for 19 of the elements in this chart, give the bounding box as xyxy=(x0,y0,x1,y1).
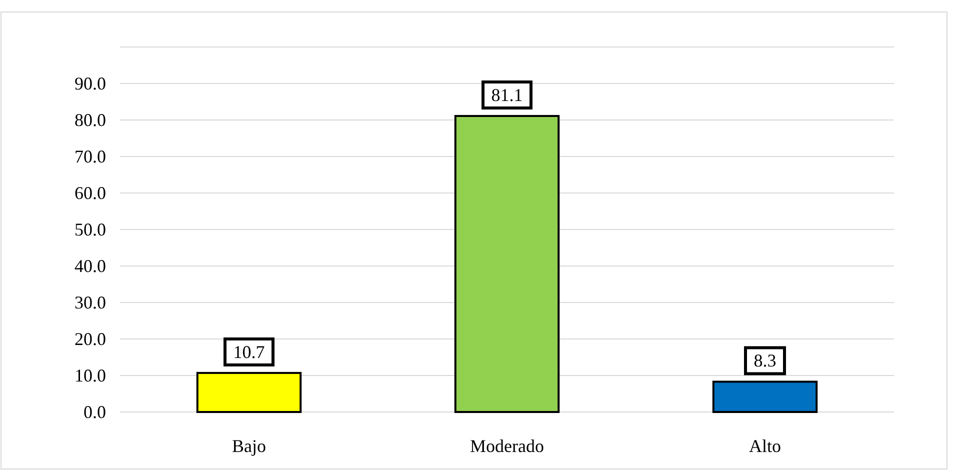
y-tick-label: 0.0 xyxy=(84,402,106,422)
data-label: 81.1 xyxy=(491,84,523,105)
x-tick-label: Moderado xyxy=(470,436,544,456)
y-tick-label: 60.0 xyxy=(74,183,106,203)
y-tick-label: 80.0 xyxy=(74,110,106,130)
y-tick-label: 90.0 xyxy=(74,74,106,94)
y-tick-label: 10.0 xyxy=(74,366,106,386)
y-tick-label: 20.0 xyxy=(74,329,106,349)
y-tick-label: 30.0 xyxy=(74,292,106,312)
x-tick-label: Bajo xyxy=(232,436,266,456)
data-label: 10.7 xyxy=(233,342,265,362)
y-tick-label: 50.0 xyxy=(74,220,106,240)
y-tick-label: 40.0 xyxy=(74,256,106,276)
bar xyxy=(196,372,302,413)
data-label: 8.3 xyxy=(754,350,776,371)
bar xyxy=(454,114,560,413)
bar xyxy=(712,380,818,413)
y-tick-label: 70.0 xyxy=(74,146,106,166)
x-tick-label: Alto xyxy=(748,436,782,456)
